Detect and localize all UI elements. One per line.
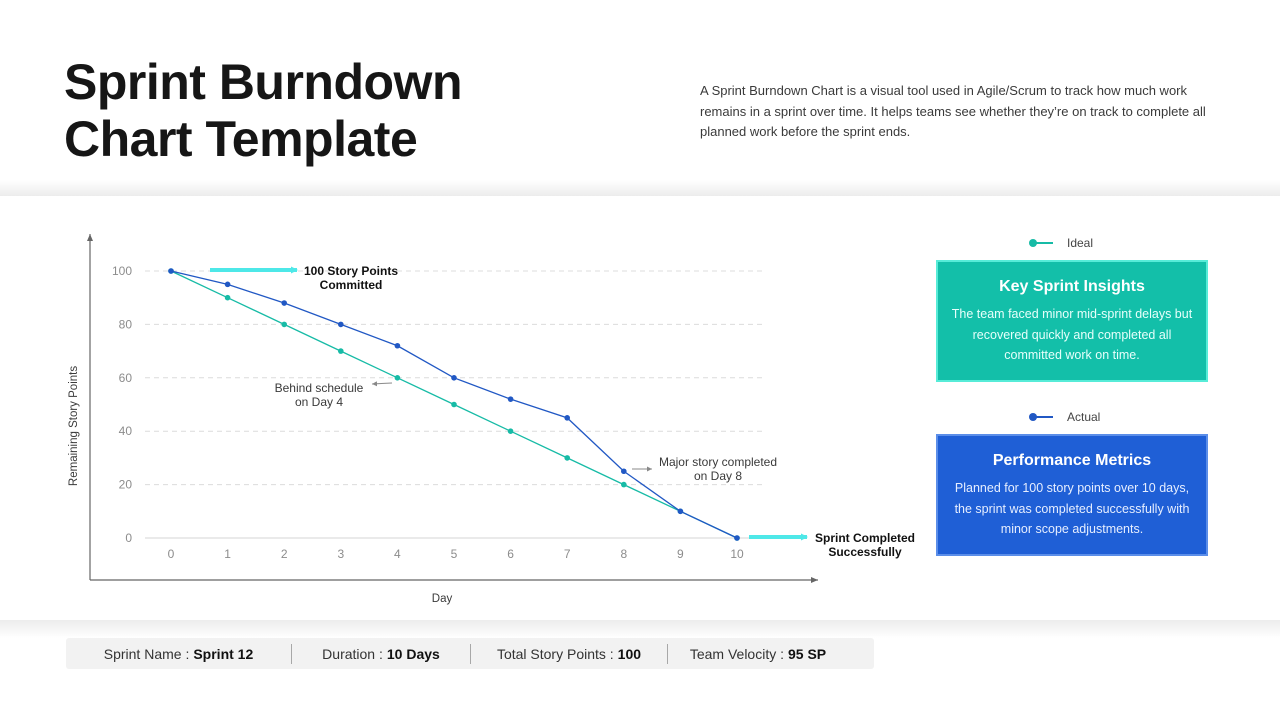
data-point <box>394 375 401 381</box>
title-line-1: Sprint Burndown <box>64 54 463 110</box>
data-point <box>224 294 231 301</box>
y-tick-label: 40 <box>119 424 133 438</box>
annotation-sprint-completed: Sprint Completed Successfully <box>749 531 915 559</box>
divider <box>291 643 292 664</box>
y-axis-ticks: 0 20 40 60 80 100 <box>112 264 132 545</box>
stat-duration: Duration :10 Days <box>322 645 440 662</box>
annotation-major-story: Major story completed on Day 8 <box>632 455 777 483</box>
title-line-2: Chart Template <box>64 111 418 167</box>
y-axis-title: Remaining Story Points <box>68 366 80 486</box>
performance-metrics-card: Performance Metrics Planned for 100 stor… <box>936 434 1208 556</box>
svg-text:Successfully: Successfully <box>828 545 902 559</box>
series-actual <box>168 268 740 541</box>
chart-series <box>168 268 740 541</box>
x-tick-label: 0 <box>168 547 175 561</box>
data-point <box>564 455 570 461</box>
x-axis-ticks: 0 1 2 3 4 5 6 7 8 9 10 <box>168 547 744 561</box>
card-title: Key Sprint Insights <box>999 278 1145 295</box>
data-point <box>677 508 684 515</box>
stat-team-velocity: Team Velocity :95 SP <box>689 645 827 662</box>
x-tick-label: 3 <box>337 547 344 561</box>
data-point <box>507 428 514 435</box>
svg-text:Sprint Completed: Sprint Completed <box>815 531 915 545</box>
stat-sprint-name: Sprint Name : Sprint 12 <box>103 645 254 662</box>
annotation-behind-schedule: Behind schedule on Day 4 <box>275 381 393 409</box>
svg-text:on Day 4: on Day 4 <box>295 395 343 409</box>
divider <box>667 643 668 664</box>
data-point <box>621 468 627 475</box>
y-tick-label: 20 <box>119 478 133 492</box>
chart-gridlines <box>145 270 765 539</box>
x-tick-label: 6 <box>507 547 514 561</box>
x-tick-label: 7 <box>564 547 571 561</box>
legend-actual: Actual <box>1029 410 1100 424</box>
svg-text:on Day 8: on Day 8 <box>694 469 742 483</box>
data-point <box>734 535 740 541</box>
svg-text:Behind schedule: Behind schedule <box>275 381 364 395</box>
data-point <box>281 321 288 328</box>
key-sprint-insights-card: Key Sprint Insights The team faced minor… <box>936 260 1208 382</box>
y-tick-label: 100 <box>112 264 132 278</box>
chart-axes <box>87 234 818 583</box>
divider <box>470 643 471 664</box>
svg-text:Major story completed: Major story completed <box>659 455 777 469</box>
data-point <box>451 375 457 381</box>
x-axis-title: Day <box>432 593 453 605</box>
x-tick-label: 8 <box>620 547 627 561</box>
series-ideal <box>168 268 740 541</box>
data-point <box>507 396 514 402</box>
svg-text:100 Story Points: 100 Story Points <box>304 264 398 278</box>
x-tick-label: 5 <box>451 547 458 561</box>
page-title: Sprint Burndown Chart Template <box>64 54 463 168</box>
svg-text:Committed: Committed <box>320 278 383 292</box>
data-point <box>224 281 231 288</box>
card-title: Performance Metrics <box>992 452 1152 469</box>
card-body: The team faced minor mid-sprint delays b… <box>951 307 1193 362</box>
x-tick-label: 10 <box>730 547 744 561</box>
legend-ideal: Ideal <box>1029 236 1093 250</box>
legend-actual-label: Actual <box>1067 410 1101 424</box>
data-point <box>281 300 288 306</box>
y-tick-label: 80 <box>119 317 133 331</box>
data-point <box>564 415 570 421</box>
data-point <box>394 342 401 349</box>
ideal-line-marker-icon <box>1029 238 1053 248</box>
y-tick-label: 0 <box>125 531 132 545</box>
x-tick-label: 2 <box>281 547 288 561</box>
data-point <box>168 268 174 274</box>
panel-shadow-top <box>0 180 1280 196</box>
card-body: Planned for 100 story points over 10 day… <box>954 481 1190 536</box>
data-point <box>338 348 344 354</box>
data-point <box>338 321 344 328</box>
arrow-left-icon <box>371 381 393 387</box>
stat-total-story-points: Total Story Points :100 <box>496 645 642 662</box>
panel-shadow-bottom <box>0 620 1280 638</box>
x-tick-label: 4 <box>394 547 401 561</box>
actual-line-marker-icon <box>1029 412 1053 422</box>
data-point <box>451 401 457 408</box>
x-tick-label: 9 <box>677 547 684 561</box>
annotation-committed: 100 Story Points Committed <box>210 264 398 292</box>
sprint-stats-bar: Sprint Name : Sprint 12 Duration :10 Days… <box>66 638 874 669</box>
x-tick-label: 1 <box>224 547 231 561</box>
legend-ideal-label: Ideal <box>1067 236 1094 250</box>
y-tick-label: 60 <box>119 371 133 385</box>
intro-description: A Sprint Burndown Chart is a visual tool… <box>700 83 1206 139</box>
data-point <box>621 481 627 488</box>
